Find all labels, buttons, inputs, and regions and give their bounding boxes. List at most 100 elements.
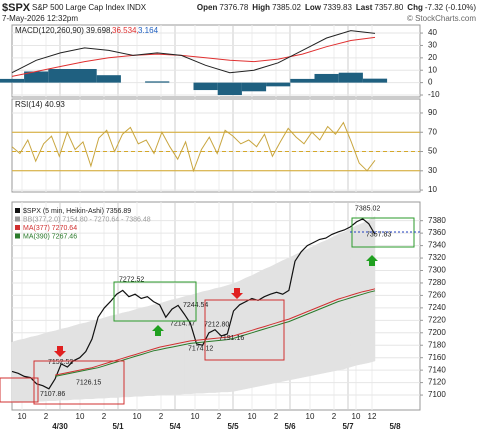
- sell-arrow: [231, 288, 243, 299]
- box: [113, 281, 197, 322]
- date: 7-May-2026 12:32pm: [2, 14, 78, 23]
- price-annotation: 7272.52: [119, 276, 144, 283]
- histogram-bar: [290, 78, 315, 83]
- readout: 39.698,: [86, 26, 113, 35]
- legend-label: BB(377,2.0) 7154.80 - 7270.64 - 7386.48: [23, 216, 151, 223]
- y-tick-label: 30: [428, 166, 437, 175]
- bb-band: [116, 312, 123, 398]
- histogram-bar: [362, 78, 388, 83]
- histogram-bar: [338, 72, 363, 83]
- bb-band: [104, 315, 111, 399]
- legend-swatch: [15, 216, 20, 222]
- price-annotation: 7385.02: [355, 205, 380, 212]
- legend-swatch: [15, 233, 20, 239]
- y-tick-label: 7100: [428, 390, 446, 399]
- price-annotation: 7107.86: [40, 391, 65, 398]
- y-tick-label: 7300: [428, 266, 446, 275]
- quote-value: -7.32 (-0.10%): [425, 3, 476, 12]
- arrows: [54, 255, 378, 357]
- legend-label: $SPX (5 min, Heikin-Ashi) 7356.89: [23, 208, 131, 215]
- quote-label: High: [252, 3, 270, 12]
- legend-label: MA(390) 7267.46: [23, 233, 77, 240]
- quote-label: Low: [305, 3, 322, 12]
- boxes: [0, 217, 420, 405]
- x-tick-label: 10: [76, 412, 85, 421]
- legend-swatch: [15, 225, 20, 230]
- bb-band: [85, 320, 93, 400]
- histogram-bar: [241, 82, 267, 92]
- quote-value: 7376.78: [219, 3, 248, 12]
- x-tick-label: 2: [102, 412, 107, 421]
- readout: 36.534,: [112, 26, 139, 35]
- histogram-bar: [0, 78, 25, 83]
- y-tick-label: 7340: [428, 241, 446, 250]
- x-date-label: 5/7: [342, 422, 354, 431]
- bb-band: [91, 319, 99, 400]
- x-tick-label: 2: [332, 412, 337, 421]
- quote-text: Open 7376.78 High 7385.02 Low 7339.83 Last 7357…: [197, 3, 476, 12]
- x-date-label: 4/30: [52, 422, 68, 431]
- histogram-bar: [266, 82, 291, 87]
- y-tick-label: 30: [428, 41, 437, 50]
- price-annotation: 7152.52: [48, 359, 73, 366]
- x-date-label: 5/5: [227, 422, 239, 431]
- x-tick-label: 10: [352, 412, 361, 421]
- credit: © StockCharts.com: [407, 14, 476, 23]
- quote: Open 7376.78 High 7385.02 Low 7339.83 Last 7357…: [197, 3, 476, 12]
- y-tick-label: -10: [428, 90, 440, 99]
- readout: 3.164: [138, 26, 159, 35]
- y-tick-label: 7220: [428, 315, 446, 324]
- y-tick-label: 50: [428, 147, 437, 156]
- histogram-bar: [96, 75, 121, 83]
- x-tick-label: 2: [217, 412, 222, 421]
- price-annotation: 7126.15: [76, 380, 101, 387]
- y-tick-label: 7280: [428, 278, 446, 287]
- series-line: [11, 36, 376, 77]
- x-tick-label: 12: [368, 412, 377, 421]
- price-annotation: 7191.16: [219, 335, 244, 342]
- x-date-label: 5/8: [389, 422, 401, 431]
- legend-swatch: [15, 208, 20, 213]
- bb-band: [73, 323, 80, 400]
- y-tick-label: 0: [428, 78, 433, 87]
- x-tick-label: 2: [44, 412, 49, 421]
- series-line: [11, 218, 376, 390]
- panel-title: MACD(120,260,90): [15, 26, 84, 35]
- y-tick-label: 7240: [428, 303, 446, 312]
- y-tick-label: 10: [428, 185, 437, 194]
- index-name: S&P 500 Large Cap Index INDX: [32, 3, 147, 12]
- histogram-bar: [145, 81, 170, 83]
- buy-arrow: [152, 325, 164, 336]
- y-tick-label: 90: [428, 108, 437, 117]
- price-annotation: 7214.77: [170, 320, 195, 327]
- series-line: [11, 121, 376, 173]
- bb-band: [24, 336, 31, 403]
- histogram-bar: [72, 68, 97, 83]
- legend-label: MA(377) 7270.64: [23, 225, 77, 232]
- y-tick-label: 7160: [428, 353, 446, 362]
- plot-layer: 40 30 20 10 0 -10 MACD(120,260,90) 39.698, 36.53…: [0, 25, 446, 431]
- x-tick-label: 10: [191, 412, 200, 421]
- y-tick-label: 20: [428, 53, 437, 62]
- quote-value: 7385.02: [272, 3, 301, 12]
- x-tick-label: 10: [133, 412, 142, 421]
- x-tick-label: 2: [159, 412, 164, 421]
- y-tick-label: 7320: [428, 253, 446, 262]
- histogram-bar: [193, 82, 218, 91]
- sell-arrow: [54, 346, 66, 357]
- bb-band: [17, 338, 25, 403]
- y-tick-label: 7200: [428, 328, 446, 337]
- buy-arrow: [366, 255, 378, 266]
- x-tick-label: 10: [306, 412, 315, 421]
- price-annotation: 7174.12: [188, 346, 213, 353]
- y-tick-label: 7120: [428, 378, 446, 387]
- box: [0, 377, 39, 403]
- bb-band: [110, 314, 117, 398]
- price-annotation: 7212.80: [204, 322, 229, 329]
- macd-panel: [11, 24, 421, 98]
- x-tick-label: 10: [18, 412, 27, 421]
- bb-band: [128, 309, 136, 398]
- y-tick-label: 10: [428, 65, 437, 74]
- y-tick-label: 70: [428, 127, 437, 136]
